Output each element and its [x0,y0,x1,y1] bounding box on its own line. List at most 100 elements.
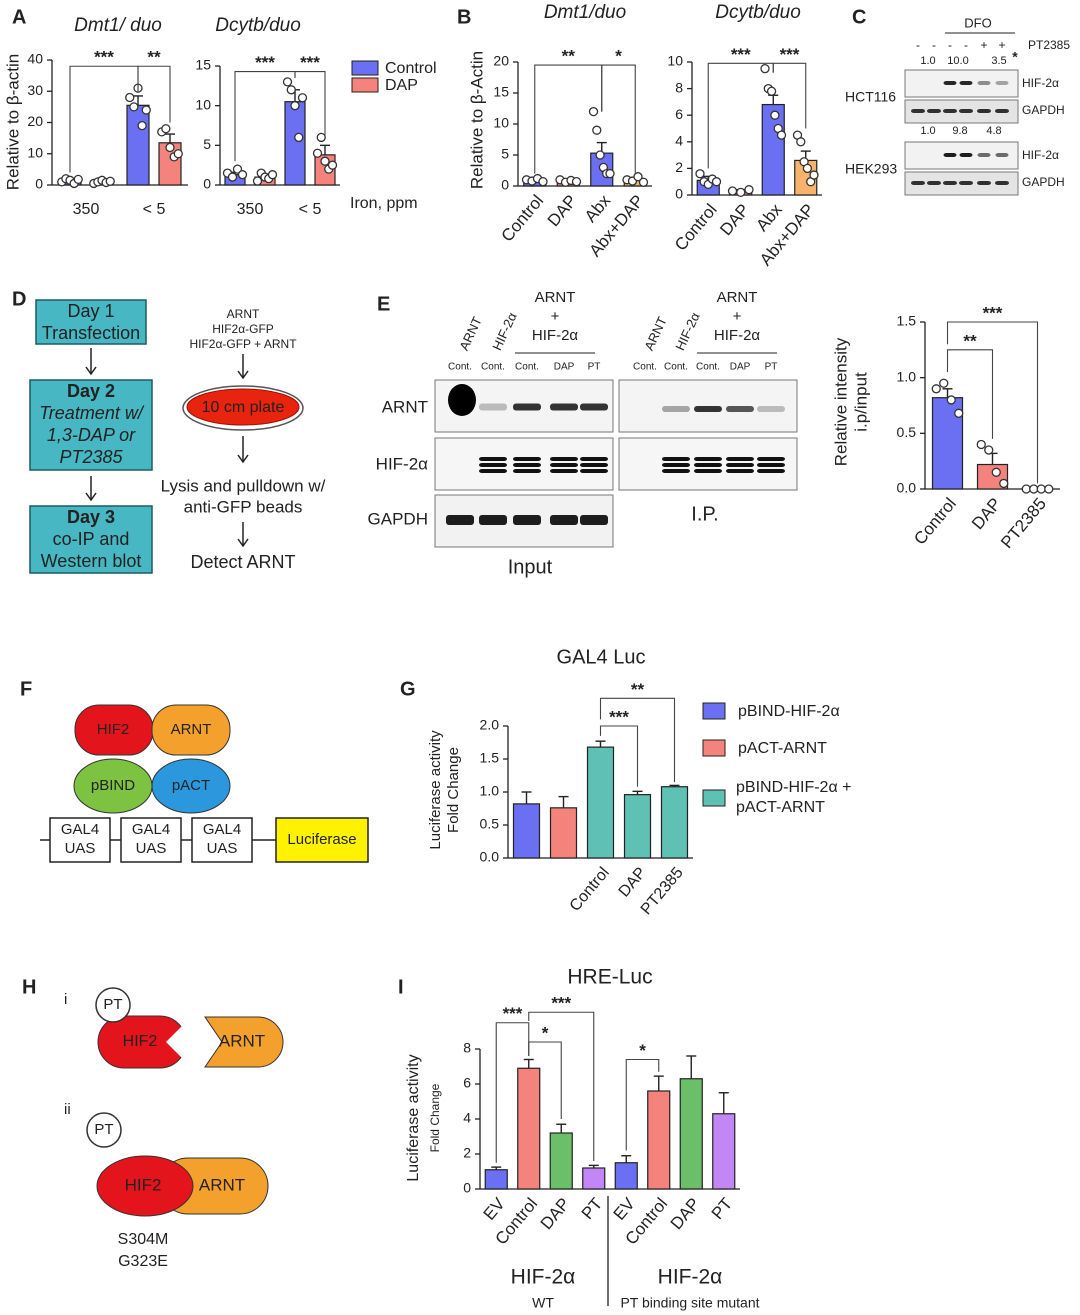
protein [204,1016,284,1068]
y-tick-label: 5 [203,136,211,152]
step-text: Day 1 [67,301,114,321]
step-box [35,299,147,345]
construct-label: ARNT [227,307,260,321]
panel-letter: A [12,6,26,28]
ligand-label: PT [103,996,122,1013]
data-point [802,163,813,174]
plate [186,388,300,426]
y-tick-label: 20 [27,113,43,129]
group-lane-label: ARNT [535,289,576,306]
data-point [695,169,705,179]
chart-title: Dcytb/duo [215,15,301,36]
uas-label: GAL4 [203,821,241,838]
data-point [137,120,147,131]
y-tick-label: 8 [463,1040,471,1056]
sign: - [964,38,968,52]
inhibitor-label: PT2385 [1028,38,1070,52]
detect-label: Detect ARNT [190,552,295,572]
significance-label: *** [300,53,320,72]
data-point [232,164,243,174]
data-point [991,467,1001,477]
significance-label: *** [609,707,629,726]
data-point [592,125,602,135]
data-point [125,92,135,103]
significance-label: *** [255,53,275,72]
blot-band [943,153,957,157]
data-point [282,77,293,87]
uas-label: GAL4 [132,821,170,838]
protein-label: pACT [172,777,210,794]
x-axis-label: Iron, ppm [350,195,418,212]
sign: + [998,38,1005,52]
lane-label: Cont. [448,362,472,373]
y-axis-label: Fold Change [428,1083,442,1152]
significance-label: ** [631,680,645,699]
protein-label: HIF2 [97,721,130,738]
blot-band [959,181,973,185]
step-text: co-IP and [53,529,130,549]
data-point [294,132,304,143]
step-box [29,379,153,471]
blot-band [479,463,507,467]
group-sublabel: PT binding site mutant [620,1295,759,1311]
data-point [297,93,308,103]
legend-swatch [702,702,726,720]
step-text: Day 2 [67,381,115,401]
panel-letter: B [457,6,471,28]
significance-label: *** [94,48,114,67]
x-tick-label: DAP [667,1194,704,1233]
y-axis-label: Relative to β-Actin [467,51,486,189]
protein [151,758,231,814]
blot-band [726,463,754,467]
significance-label: ** [963,331,977,350]
blot-band [943,81,957,85]
chart-title: Dmt1/ duo [74,15,162,36]
x-tick-label: Control [497,191,547,245]
blot-band [580,469,608,473]
bar [517,1067,541,1190]
blot-band [479,403,507,411]
significance-label: *** [551,994,571,1013]
data-point [161,124,171,134]
data-point [984,445,994,455]
star: * [1012,49,1018,65]
panel-letter: C [852,6,866,28]
data-point [760,64,770,74]
data-point [290,101,300,111]
y-tick-label: 0 [675,186,683,202]
y-axis-label: Luciferase activity [427,730,444,850]
significance-bracket [528,1041,562,1119]
lysis-label: Lysis and pulldown w/ [161,476,326,495]
chart-title: Dcytb/duo [715,2,801,23]
x-tick-label: DAP [616,864,650,900]
uas-label: GAL4 [61,821,99,838]
x-tick-label: Control [671,200,721,254]
blot-band [550,469,578,473]
step-text: Western blot [41,551,142,571]
data-point [796,137,806,147]
y-tick-label: 0.0 [897,480,917,496]
protein-label: ARNT [171,721,212,738]
significance-bracket [601,64,636,174]
bar [484,1169,508,1190]
significance-label: ** [562,47,576,66]
mutation-label: S304M [118,1231,169,1248]
lane-label: Cont. [633,362,657,373]
group-label: HIF-2α [658,1266,723,1289]
quantification: 9.8 [952,125,967,137]
legend-swatch [351,77,379,93]
blot-band [757,469,785,473]
arrow-head [237,538,249,548]
group-lane-label: + [551,308,560,325]
blot-band [977,181,991,185]
blot-band [959,109,973,113]
protein-label: pBIND [91,777,135,794]
x-tick-label: PT [578,1194,607,1223]
significance-bracket [599,725,639,787]
blot-band [662,469,690,473]
blot-band [479,469,507,473]
y-tick-label: 4 [463,1110,471,1126]
significance-bracket [946,321,1039,484]
blot-band [757,457,785,461]
